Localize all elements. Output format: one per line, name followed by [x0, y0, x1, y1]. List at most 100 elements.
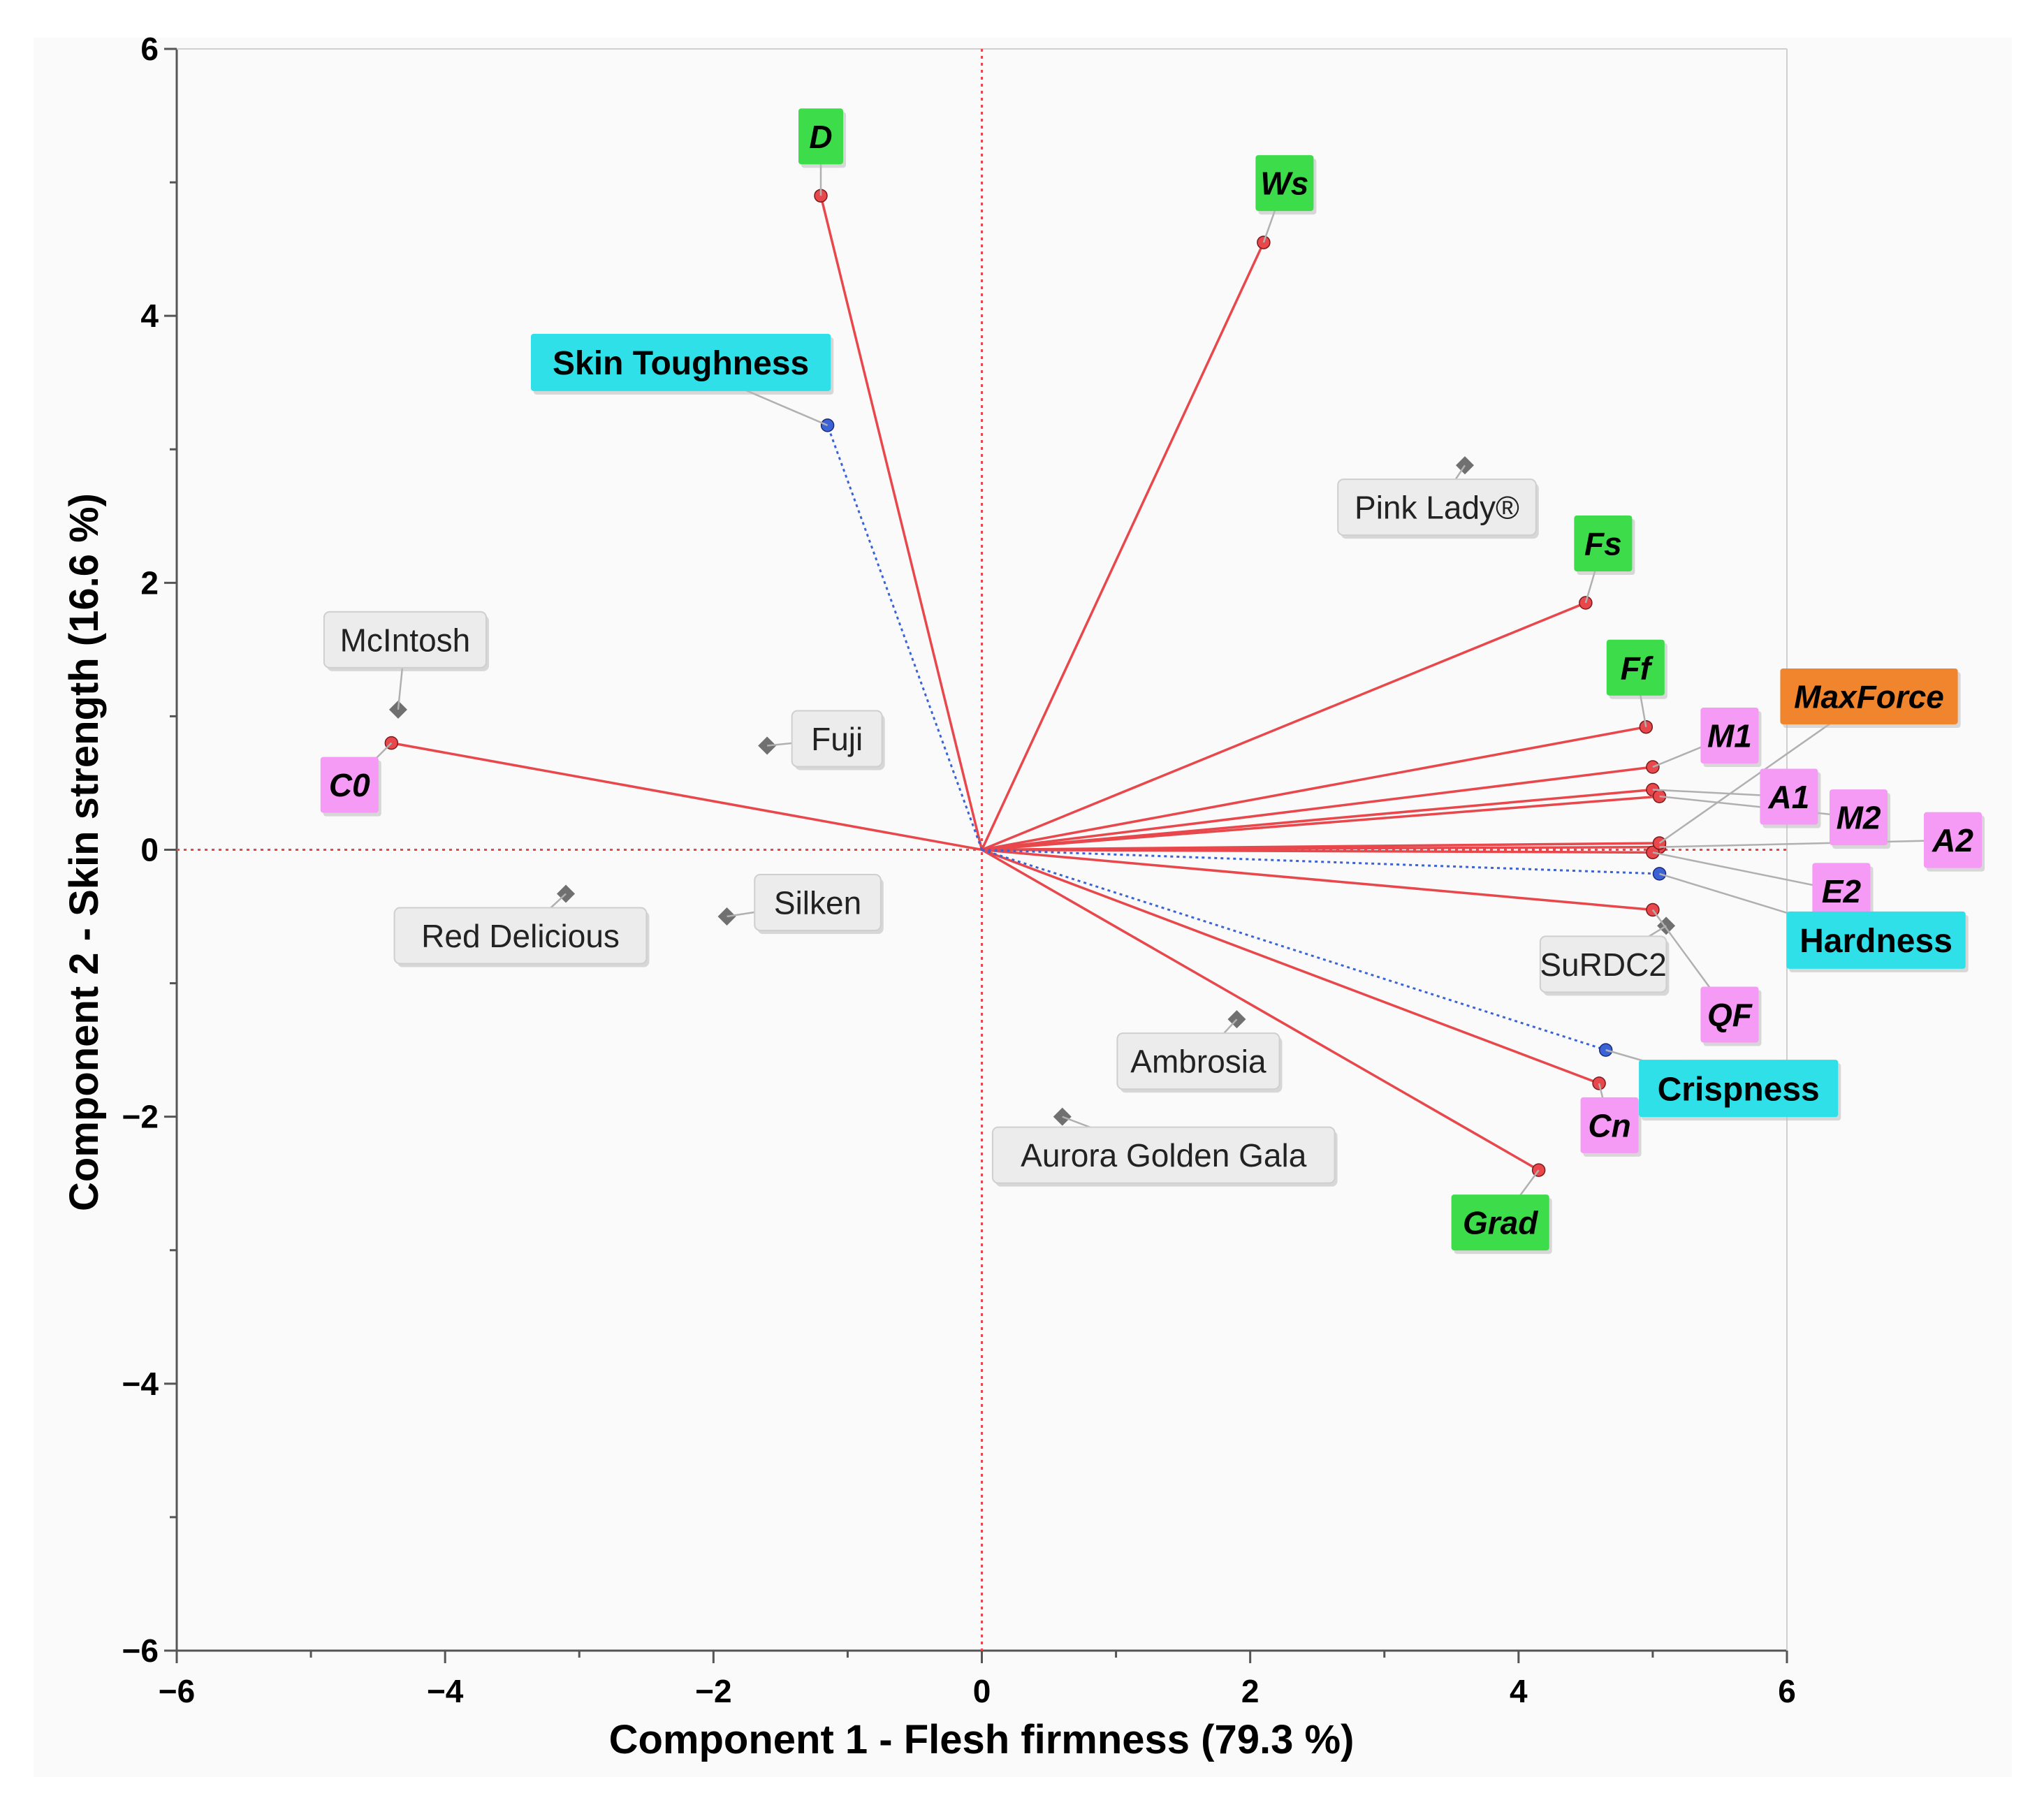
label-text: Ws: [1260, 166, 1308, 202]
label-box: [1830, 789, 1888, 846]
label-text: A1: [1768, 779, 1810, 815]
x-tick-label: 0: [973, 1673, 991, 1709]
vector-Cn: [981, 848, 1600, 1085]
variable-label-M1: M1: [1700, 708, 1762, 768]
vector-M1: [981, 766, 1654, 852]
variable-label-E2: E2: [1812, 863, 1874, 923]
label-text: Grad: [1463, 1205, 1538, 1241]
y-tick-label: −2: [122, 1099, 159, 1135]
label-text: Hardness: [1800, 923, 1952, 960]
observation-label: Red Delicious: [393, 907, 650, 967]
label-text: D: [809, 119, 832, 155]
label-text: SuRDC2: [1540, 947, 1667, 983]
label-text: A2: [1932, 822, 1973, 858]
variable-label-A2: A2: [1924, 812, 1985, 872]
label-text: Silken: [774, 885, 861, 921]
label-box: [393, 907, 648, 965]
label-box: [1580, 1097, 1639, 1153]
vector-C0: [391, 741, 982, 852]
sensory-label-Skin Toughness: Skin Toughness: [531, 333, 834, 395]
label-text: M1: [1707, 718, 1752, 754]
x-tick-label: −2: [695, 1673, 731, 1709]
leader-E2: [1652, 852, 1842, 892]
observation-label: Pink Lady®: [1337, 478, 1539, 539]
vector-Ws: [980, 242, 1265, 851]
label-box: [1700, 986, 1759, 1043]
x-tick-label: −4: [427, 1673, 464, 1709]
variable-label-D: D: [798, 108, 846, 168]
x-tick-label: −6: [159, 1673, 195, 1709]
label-text: Pink Lady®: [1355, 490, 1519, 526]
vector-M2: [981, 795, 1660, 852]
label-box: [323, 611, 487, 668]
y-tick-label: 6: [140, 31, 159, 67]
sensory-label-Hardness: Hardness: [1786, 911, 1969, 972]
label-text: Ambrosia: [1130, 1044, 1266, 1080]
label-text: E2: [1822, 873, 1862, 909]
label-box: [1255, 155, 1314, 212]
sensory-vector-Skin Toughness: [826, 425, 983, 851]
label-text: M2: [1837, 800, 1881, 836]
observation-label: Silken: [754, 874, 884, 935]
label-box: [1116, 1032, 1280, 1090]
label-box: [1451, 1194, 1549, 1251]
y-tick-label: −4: [122, 1366, 159, 1402]
label-text: QF: [1707, 997, 1753, 1033]
label-box: [791, 710, 883, 768]
label-text: Cn: [1588, 1107, 1630, 1143]
label-text: Aurora Golden Gala: [1021, 1137, 1307, 1174]
label-box: [1700, 708, 1759, 764]
vector-Ff: [981, 725, 1647, 852]
label-box: [1760, 768, 1818, 825]
vector-QF: [981, 848, 1654, 912]
vector-D: [819, 195, 984, 850]
label-text: C0: [329, 767, 370, 803]
y-tick-label: 4: [140, 298, 159, 334]
label-box: [1639, 1060, 1839, 1118]
label-text: Fs: [1584, 526, 1622, 562]
label-box: [1780, 668, 1958, 724]
variable-label-A1: A1: [1760, 768, 1821, 828]
y-axis-title: Component 2 - Skin strength (16.6 %): [61, 493, 107, 1211]
vectors-group: [384, 189, 1667, 1177]
vector-Grad: [981, 848, 1540, 1171]
variable-label-Fs: Fs: [1574, 515, 1635, 575]
y-tick-label: 2: [140, 564, 159, 601]
axes-group: −6 −4 −2 0 2 4 6 −6 −4 −2 0 2 4 6: [122, 31, 1796, 1709]
label-box: [798, 108, 843, 165]
plot-background: [34, 38, 2012, 1777]
label-text: Crispness: [1658, 1071, 1820, 1108]
label-box: [1812, 863, 1871, 919]
label-text: Ff: [1621, 650, 1654, 686]
label-text: Skin Toughness: [553, 345, 809, 382]
variable-label-Ws: Ws: [1255, 155, 1317, 215]
label-box: [1786, 911, 1966, 969]
x-tick-label: 4: [1510, 1673, 1528, 1709]
variable-label-Cn: Cn: [1580, 1097, 1642, 1157]
label-box: [754, 874, 882, 932]
label-box: [991, 1126, 1336, 1184]
x-axis-title: Component 1 - Flesh firmness (79.3 %): [609, 1717, 1355, 1762]
x-tick-label: 2: [1241, 1673, 1260, 1709]
observation-label: Ambrosia: [1116, 1032, 1283, 1093]
label-box: [1539, 935, 1667, 993]
observation-label: Aurora Golden Gala: [991, 1126, 1338, 1187]
observation-label: Fuji: [791, 710, 885, 770]
observation-label: McIntosh: [323, 611, 489, 671]
leader-M2: [1659, 795, 1859, 819]
variable-label-Ff: Ff: [1606, 639, 1667, 699]
label-box: [531, 333, 831, 391]
leader-A2: [1659, 839, 1953, 848]
sensory-vector-Hardness: [981, 849, 1660, 875]
label-box: [1574, 515, 1633, 571]
observation-label: SuRDC2: [1539, 935, 1670, 996]
vector-E2: [981, 848, 1653, 854]
variable-label-MaxForce: MaxForce: [1780, 668, 1961, 728]
vector-Fs: [981, 601, 1586, 852]
observations-group: [388, 456, 1676, 1126]
label-text: MaxForce: [1794, 679, 1944, 715]
label-box: [1606, 639, 1665, 696]
variable-label-Grad: Grad: [1451, 1194, 1552, 1255]
